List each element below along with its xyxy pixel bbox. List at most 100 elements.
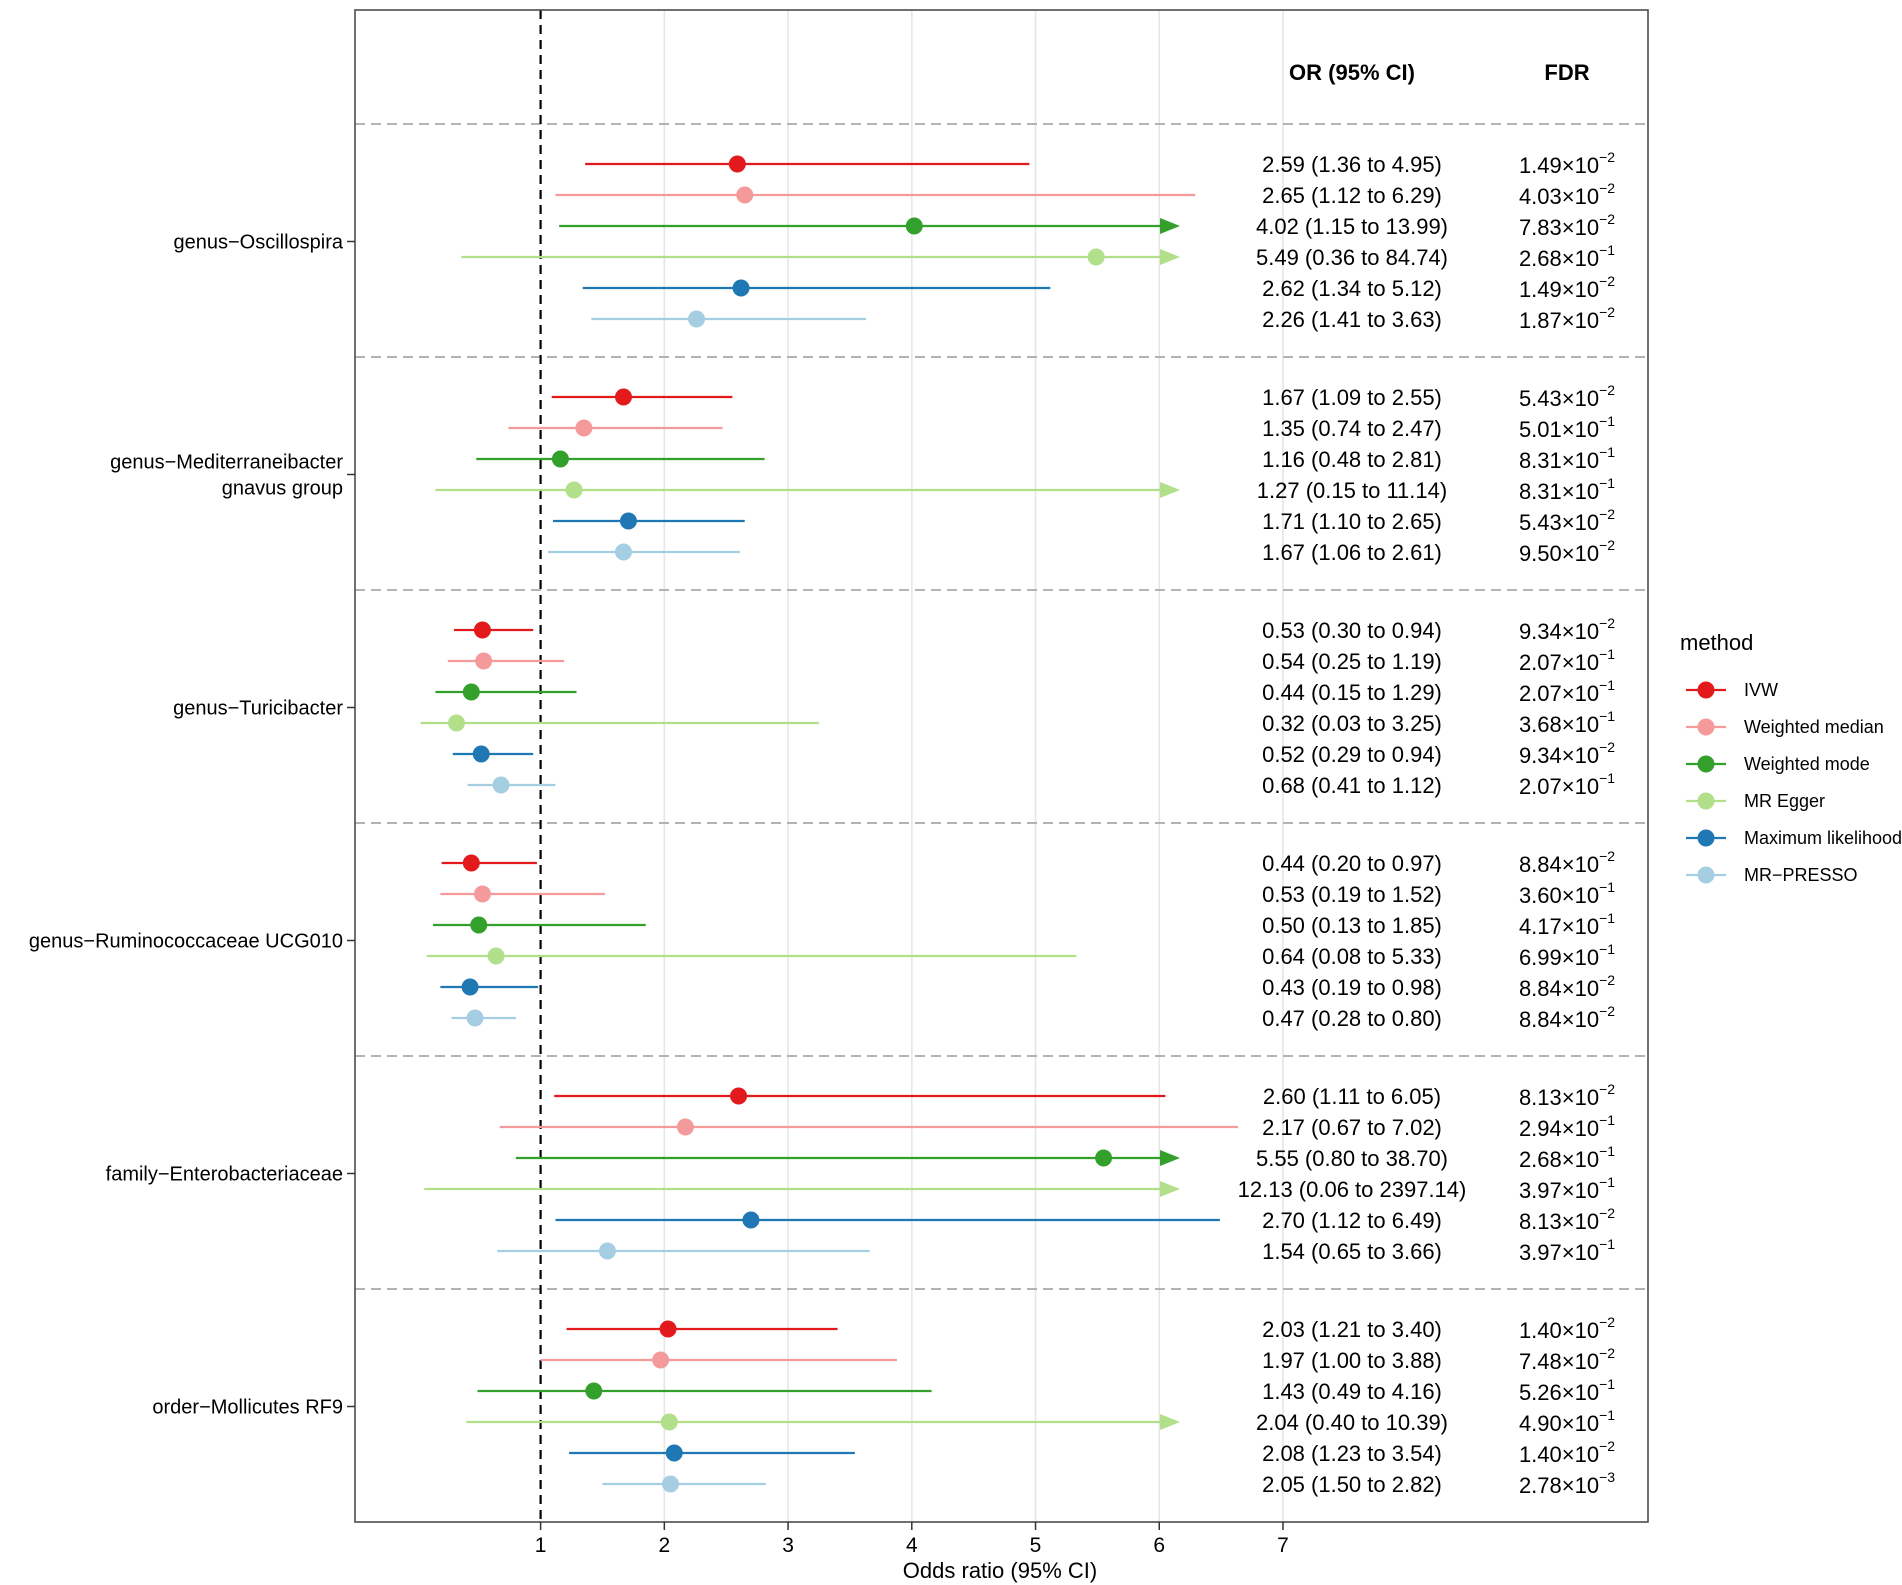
ci-arrow-head — [1160, 1150, 1180, 1166]
group-label: family−Enterobacteriaceae — [106, 1164, 343, 1186]
or-ci-text: 2.17 (0.67 to 7.02) — [1262, 1115, 1442, 1140]
legend-title: method — [1680, 630, 1753, 655]
or-ci-text: 0.53 (0.30 to 0.94) — [1262, 618, 1442, 643]
ci-arrow-head — [1160, 1414, 1180, 1430]
or-point — [585, 1382, 603, 1400]
or-ci-text: 2.60 (1.11 to 6.05) — [1263, 1084, 1441, 1109]
legend-label: Weighted mode — [1744, 754, 1870, 774]
group-label: order−Mollicutes RF9 — [152, 1397, 343, 1419]
x-axis: 1 2 3 4 5 6 7 Odds ratio (95% CI) — [535, 1522, 1289, 1583]
or-point — [487, 947, 505, 965]
or-point — [1087, 248, 1105, 266]
fdr-value: 4.03×10−2 — [1519, 180, 1615, 209]
or-point — [492, 776, 510, 794]
legend-key-point — [1697, 866, 1715, 884]
or-point — [688, 310, 706, 328]
or-ci-text: 2.65 (1.12 to 6.29) — [1262, 183, 1442, 208]
fdr-value: 3.60×10−1 — [1519, 879, 1615, 908]
fdr-value: 4.90×10−1 — [1519, 1407, 1615, 1436]
fdr-value: 3.68×10−1 — [1519, 708, 1615, 737]
or-ci-text: 2.62 (1.34 to 5.12) — [1262, 276, 1442, 301]
or-ci-text: 1.27 (0.15 to 11.14) — [1257, 478, 1447, 503]
or-ci-text: 0.47 (0.28 to 0.80) — [1262, 1006, 1442, 1031]
fdr-value: 2.07×10−1 — [1519, 677, 1615, 706]
ci-arrow-head — [1160, 1181, 1180, 1197]
fdr-value: 8.13×10−2 — [1519, 1205, 1615, 1234]
fdr-value: 6.99×10−1 — [1519, 941, 1615, 970]
or-ci-text: 5.49 (0.36 to 84.74) — [1256, 245, 1448, 270]
legend-label: Weighted median — [1744, 717, 1884, 737]
fdr-value: 5.43×10−2 — [1519, 506, 1615, 535]
or-ci-text: 4.02 (1.15 to 13.99) — [1256, 214, 1448, 239]
or-ci-text: 2.26 (1.41 to 3.63) — [1262, 307, 1442, 332]
fdr-value: 5.43×10−2 — [1519, 382, 1615, 411]
fdr-value: 9.34×10−2 — [1519, 615, 1615, 644]
legend-label: Maximum likelihood — [1744, 828, 1902, 848]
group-label: genus−Mediterraneibacter — [110, 452, 343, 474]
group-labels: genus−Oscillospira genus−Mediterraneibact… — [29, 232, 355, 1419]
or-ci-text: 1.16 (0.48 to 2.81) — [1262, 447, 1442, 472]
legend-label: MR Egger — [1744, 791, 1825, 811]
or-point — [475, 652, 493, 670]
or-point — [665, 1444, 683, 1462]
plot-panel — [355, 10, 1648, 1522]
or-point — [614, 543, 632, 561]
or-ci-text: 0.54 (0.25 to 1.19) — [1262, 649, 1442, 674]
group-label: genus−Oscillospira — [173, 232, 343, 254]
or-point — [676, 1118, 694, 1136]
or-point — [905, 217, 923, 235]
fdr-value: 7.83×10−2 — [1519, 211, 1615, 240]
or-point — [742, 1211, 760, 1229]
legend-key-point — [1697, 829, 1715, 847]
x-tick-label: 1 — [535, 1534, 547, 1557]
fdr-value: 7.48×10−2 — [1519, 1345, 1615, 1374]
group-label: gnavus group — [222, 478, 343, 500]
fdr-value: 9.34×10−2 — [1519, 739, 1615, 768]
or-point — [652, 1351, 670, 1369]
fdr-value: 2.68×10−1 — [1519, 242, 1615, 271]
or-ci-text: 2.70 (1.12 to 6.49) — [1262, 1208, 1442, 1233]
fdr-value: 8.31×10−1 — [1519, 475, 1615, 504]
or-ci-text: 2.08 (1.23 to 3.54) — [1262, 1441, 1442, 1466]
fdr-value: 1.49×10−2 — [1519, 273, 1615, 302]
or-point — [462, 683, 480, 701]
fdr-value: 3.97×10−1 — [1519, 1236, 1615, 1265]
fdr-value: 1.40×10−2 — [1519, 1438, 1615, 1467]
fdr-value: 5.26×10−1 — [1519, 1376, 1615, 1405]
x-tick-label: 3 — [782, 1534, 794, 1557]
or-point — [473, 885, 491, 903]
or-point — [466, 1009, 484, 1027]
fdr-value: 1.49×10−2 — [1519, 149, 1615, 178]
fdr-value: 1.87×10−2 — [1519, 304, 1615, 333]
fdr-value: 4.17×10−1 — [1519, 910, 1615, 939]
or-ci-text: 1.67 (1.06 to 2.61) — [1262, 540, 1442, 565]
fdr-value: 2.78×10−3 — [1519, 1469, 1615, 1498]
or-point — [662, 1475, 680, 1493]
or-ci-text: 1.35 (0.74 to 2.47) — [1262, 416, 1442, 441]
x-tick-label: 4 — [906, 1534, 918, 1557]
x-tick-label: 2 — [658, 1534, 670, 1557]
fdr-value: 2.07×10−1 — [1519, 770, 1615, 799]
legend-key-point — [1697, 718, 1715, 736]
fdr-value: 8.31×10−1 — [1519, 444, 1615, 473]
legend-key-point — [1697, 792, 1715, 810]
or-point — [619, 512, 637, 530]
x-tick-label: 7 — [1277, 1534, 1289, 1557]
x-tick-label: 5 — [1030, 1534, 1042, 1557]
or-point — [736, 186, 754, 204]
or-ci-text: 0.44 (0.15 to 1.29) — [1262, 680, 1442, 705]
or-point — [447, 714, 465, 732]
plot-border — [354, 9, 1649, 1523]
or-point — [732, 279, 750, 297]
fdr-value: 3.97×10−1 — [1519, 1174, 1615, 1203]
x-tick-label: 6 — [1153, 1534, 1165, 1557]
fdr-value: 2.68×10−1 — [1519, 1143, 1615, 1172]
fdr-value: 1.40×10−2 — [1519, 1314, 1615, 1343]
legend-label: MR−PRESSO — [1744, 865, 1858, 885]
legend: method IVW Weighted median Weighted mode MR … — [1680, 630, 1902, 885]
or-ci-text: 1.71 (1.10 to 2.65) — [1262, 509, 1442, 534]
ci-arrow-head — [1160, 249, 1180, 265]
legend-label: IVW — [1744, 680, 1778, 700]
ci-bars — [420, 162, 1238, 1486]
